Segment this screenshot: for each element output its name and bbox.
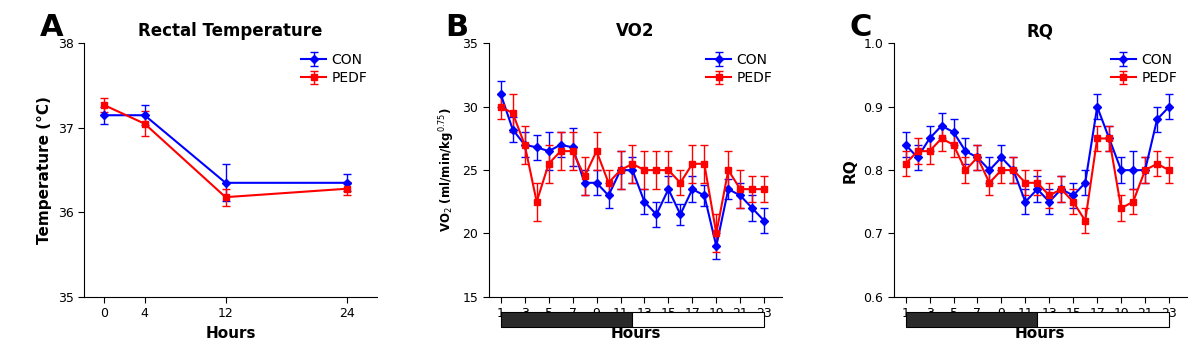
Text: A: A: [40, 13, 64, 42]
Bar: [1037, 312, 1169, 327]
Legend: CON, PEDF: CON, PEDF: [704, 50, 776, 88]
Y-axis label: VO$_2$ (ml/min/kg$^{0.75}$): VO$_2$ (ml/min/kg$^{0.75}$): [438, 108, 457, 232]
Y-axis label: RQ: RQ: [843, 158, 857, 182]
X-axis label: Hours: Hours: [1016, 326, 1066, 341]
Text: C: C: [850, 13, 872, 42]
Bar: [633, 312, 764, 327]
Y-axis label: Temperature (°C): Temperature (°C): [37, 96, 52, 244]
X-axis label: Hours: Hours: [610, 326, 661, 341]
Title: VO2: VO2: [616, 22, 655, 41]
Legend: CON, PEDF: CON, PEDF: [1108, 50, 1180, 88]
Title: Rectal Temperature: Rectal Temperature: [138, 22, 323, 41]
X-axis label: Hours: Hours: [205, 326, 255, 341]
Title: RQ: RQ: [1026, 22, 1054, 41]
Bar: [501, 312, 633, 327]
Text: B: B: [445, 13, 468, 42]
Legend: CON, PEDF: CON, PEDF: [299, 50, 370, 88]
Bar: [905, 312, 1037, 327]
